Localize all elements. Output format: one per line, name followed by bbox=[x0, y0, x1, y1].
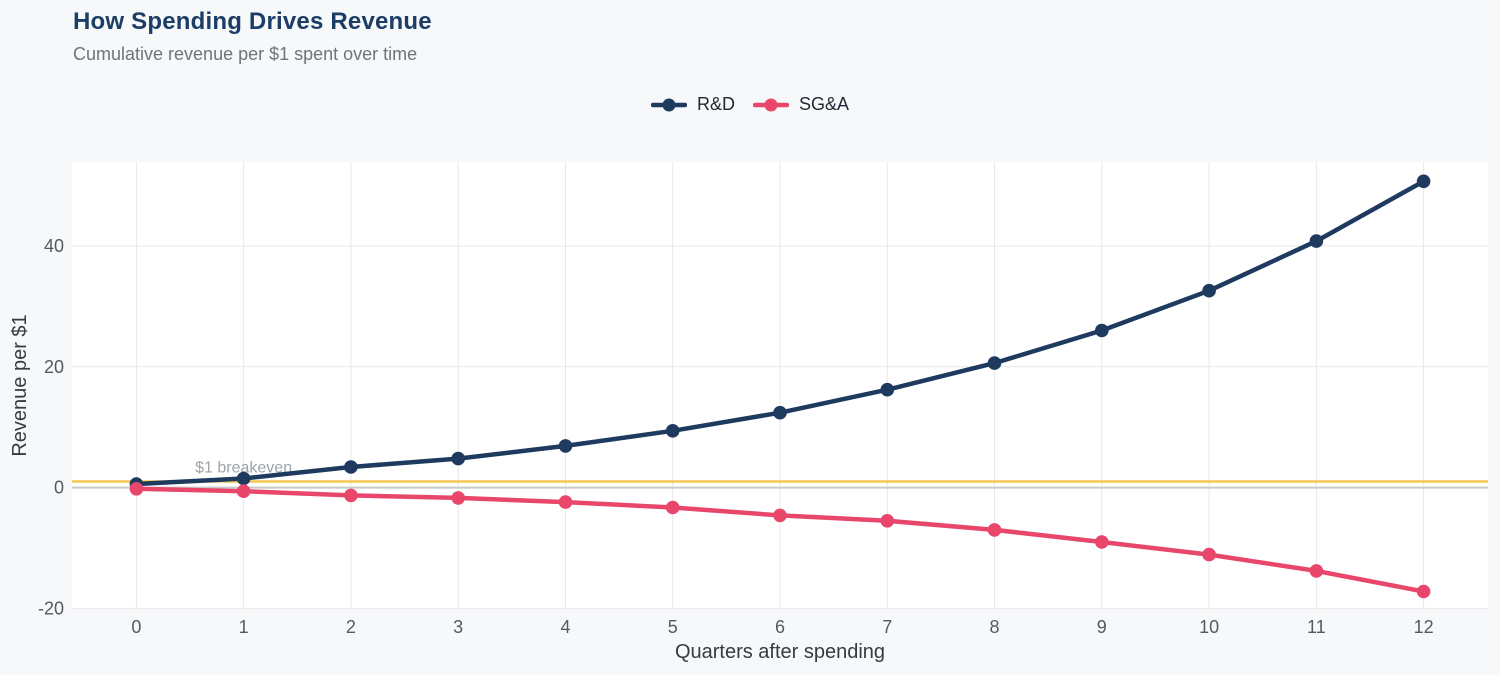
y-tick-label: -20 bbox=[38, 598, 64, 618]
legend-dot bbox=[764, 98, 778, 111]
r-d-point-4[interactable] bbox=[558, 439, 573, 453]
sg-a-point-8[interactable] bbox=[987, 523, 1002, 537]
y-tick-label: 0 bbox=[54, 478, 64, 498]
sg-a-point-12[interactable] bbox=[1416, 584, 1431, 599]
x-tick-label: 4 bbox=[560, 617, 570, 637]
chart-header: How Spending Drives Revenue Cumulative r… bbox=[73, 8, 432, 65]
r-d-point-10[interactable] bbox=[1202, 283, 1216, 298]
x-tick-label: 3 bbox=[453, 617, 463, 637]
y-tick-label: 40 bbox=[44, 236, 64, 256]
r-d-point-7[interactable] bbox=[880, 382, 895, 397]
x-tick-label: 6 bbox=[775, 617, 785, 637]
legend-item-sg-a[interactable]: SG&A bbox=[752, 94, 850, 115]
r-d-point-6[interactable] bbox=[773, 405, 787, 420]
legend: R&D SG&A bbox=[0, 94, 1500, 115]
x-tick-label: 12 bbox=[1414, 617, 1434, 637]
breakeven-annotation: $1 breakeven bbox=[195, 460, 292, 477]
chart-subtitle: Cumulative revenue per $1 spent over tim… bbox=[73, 43, 418, 64]
x-tick-label: 9 bbox=[1097, 617, 1107, 637]
x-axis-title: Quarters after spending bbox=[675, 641, 885, 663]
r-d-point-9[interactable] bbox=[1095, 323, 1109, 338]
sg-a-point-10[interactable] bbox=[1202, 547, 1216, 562]
sg-a-point-2[interactable] bbox=[344, 488, 358, 503]
r-d-point-5[interactable] bbox=[665, 424, 680, 438]
legend-dot bbox=[662, 98, 676, 111]
r-d-point-11[interactable] bbox=[1309, 234, 1324, 248]
sg-a-point-1[interactable] bbox=[236, 484, 251, 499]
x-tick-label: 2 bbox=[346, 617, 356, 637]
sg-a-point-4[interactable] bbox=[558, 495, 573, 509]
sg-a-point-3[interactable] bbox=[451, 491, 466, 505]
legend-label-sg-a: SG&A bbox=[798, 94, 850, 114]
x-tick-label: 0 bbox=[131, 617, 141, 637]
sg-a-point-0[interactable] bbox=[129, 482, 144, 496]
sg-a-legend-marker-icon bbox=[752, 98, 789, 111]
r-d-point-3[interactable] bbox=[451, 451, 466, 466]
r-d-legend-marker-icon bbox=[650, 98, 687, 111]
chart-title: How Spending Drives Revenue bbox=[73, 8, 432, 35]
y-axis-title: Revenue per $1 bbox=[9, 314, 31, 456]
x-tick-label: 8 bbox=[990, 617, 1000, 637]
x-tick-label: 11 bbox=[1307, 617, 1326, 637]
x-tick-label: 7 bbox=[882, 617, 892, 637]
r-d-point-2[interactable] bbox=[344, 460, 358, 474]
r-d-point-12[interactable] bbox=[1416, 174, 1431, 189]
y-tick-label: 20 bbox=[44, 357, 64, 377]
sg-a-point-7[interactable] bbox=[880, 514, 895, 528]
legend-item-r-d[interactable]: R&D bbox=[650, 94, 735, 115]
r-d-point-8[interactable] bbox=[987, 356, 1002, 370]
x-tick-label: 10 bbox=[1199, 617, 1219, 637]
x-tick-label: 5 bbox=[668, 617, 678, 637]
sg-a-point-11[interactable] bbox=[1309, 564, 1324, 578]
legend-label-r-d: R&D bbox=[696, 94, 735, 114]
sg-a-point-9[interactable] bbox=[1095, 535, 1109, 549]
x-tick-label: 1 bbox=[239, 617, 249, 637]
r-d-point-1[interactable] bbox=[236, 471, 251, 486]
sg-a-point-6[interactable] bbox=[773, 508, 787, 523]
sg-a-point-5[interactable] bbox=[665, 500, 680, 515]
